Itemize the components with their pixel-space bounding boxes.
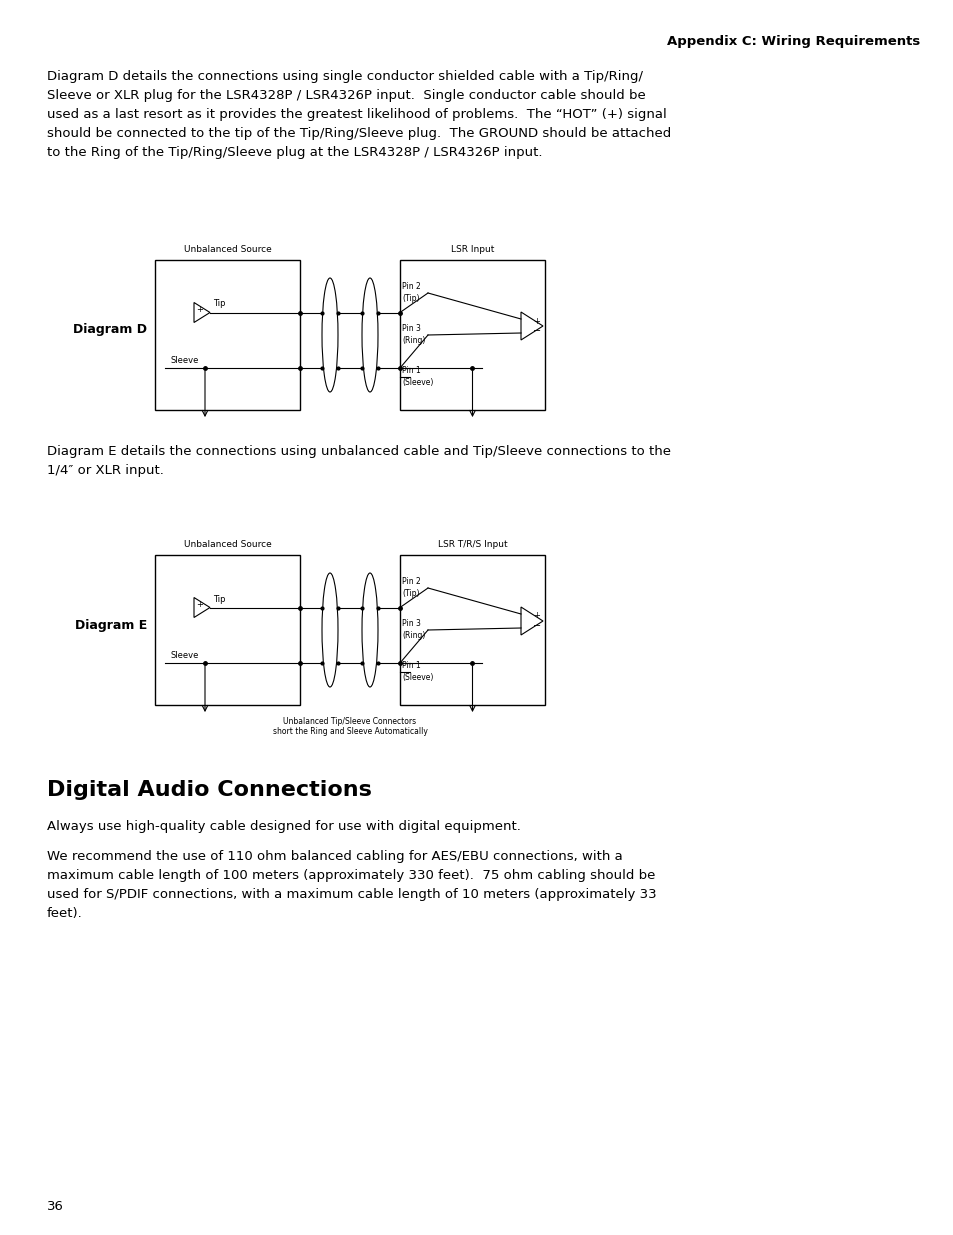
Text: (Sleeve): (Sleeve) (401, 673, 433, 682)
Bar (154, 555, 299, 705)
Text: +: + (195, 305, 203, 314)
Text: used for S/PDIF connections, with a maximum cable length of 10 meters (approxima: used for S/PDIF connections, with a maxi… (47, 888, 656, 902)
Text: (Tip): (Tip) (401, 294, 419, 303)
Text: +: + (533, 316, 539, 326)
Text: Sleeve: Sleeve (171, 651, 199, 659)
Text: Always use high-quality cable designed for use with digital equipment.: Always use high-quality cable designed f… (47, 820, 520, 832)
Text: to the Ring of the Tip/Ring/Sleeve plug at the LSR4328P / LSR4326P input.: to the Ring of the Tip/Ring/Sleeve plug … (47, 146, 542, 159)
Ellipse shape (322, 573, 337, 687)
Text: Unbalanced Tip/Sleeve Connectors
short the Ring and Sleeve Automatically: Unbalanced Tip/Sleeve Connectors short t… (273, 718, 427, 736)
Text: used as a last resort as it provides the greatest likelihood of problems.  The “: used as a last resort as it provides the… (47, 107, 666, 121)
Text: −: − (533, 621, 540, 631)
Text: Pin 1: Pin 1 (401, 366, 420, 375)
Text: Pin 2: Pin 2 (401, 577, 420, 585)
Text: Unbalanced Source: Unbalanced Source (183, 245, 271, 254)
Text: −: − (533, 326, 540, 336)
Bar (154, 261, 299, 410)
Text: We recommend the use of 110 ohm balanced cabling for AES/EBU connections, with a: We recommend the use of 110 ohm balanced… (47, 850, 622, 863)
Text: Pin 3: Pin 3 (401, 324, 420, 333)
Polygon shape (193, 303, 210, 322)
Text: (Tip): (Tip) (401, 589, 419, 598)
Text: Tip: Tip (213, 594, 225, 604)
Text: (Ring): (Ring) (401, 336, 425, 345)
Polygon shape (193, 598, 210, 618)
Text: Pin 1: Pin 1 (401, 661, 420, 671)
Bar (399, 261, 544, 410)
Text: Appendix C: Wiring Requirements: Appendix C: Wiring Requirements (666, 35, 919, 48)
Ellipse shape (361, 573, 377, 687)
Text: 36: 36 (47, 1200, 64, 1213)
Text: Diagram D details the connections using single conductor shielded cable with a T: Diagram D details the connections using … (47, 70, 642, 83)
Text: (Sleeve): (Sleeve) (401, 378, 433, 387)
Polygon shape (520, 606, 542, 635)
Text: Unbalanced Source: Unbalanced Source (183, 540, 271, 550)
Ellipse shape (361, 278, 377, 391)
Text: Diagram E: Diagram E (74, 619, 147, 631)
Text: Tip: Tip (213, 300, 225, 309)
Text: should be connected to the tip of the Tip/Ring/Sleeve plug.  The GROUND should b: should be connected to the tip of the Ti… (47, 127, 671, 140)
Text: LSR T/R/S Input: LSR T/R/S Input (437, 540, 507, 550)
Ellipse shape (322, 278, 337, 391)
Text: Pin 3: Pin 3 (401, 619, 420, 629)
Text: Diagram D: Diagram D (73, 324, 147, 336)
Text: Digital Audio Connections: Digital Audio Connections (47, 781, 372, 800)
Polygon shape (520, 312, 542, 340)
Text: Diagram E details the connections using unbalanced cable and Tip/Sleeve connecti: Diagram E details the connections using … (47, 445, 670, 458)
Bar (399, 555, 544, 705)
Text: maximum cable length of 100 meters (approximately 330 feet).  75 ohm cabling sho: maximum cable length of 100 meters (appr… (47, 869, 655, 882)
Text: feet).: feet). (47, 906, 83, 920)
Text: 1/4″ or XLR input.: 1/4″ or XLR input. (47, 464, 164, 477)
Text: Sleeve: Sleeve (171, 356, 199, 366)
Text: (Ring): (Ring) (401, 631, 425, 640)
Text: +: + (195, 600, 203, 609)
Text: Pin 2: Pin 2 (401, 282, 420, 291)
Text: +: + (533, 611, 539, 620)
Text: LSR Input: LSR Input (451, 245, 494, 254)
Text: Sleeve or XLR plug for the LSR4328P / LSR4326P input.  Single conductor cable sh: Sleeve or XLR plug for the LSR4328P / LS… (47, 89, 645, 103)
